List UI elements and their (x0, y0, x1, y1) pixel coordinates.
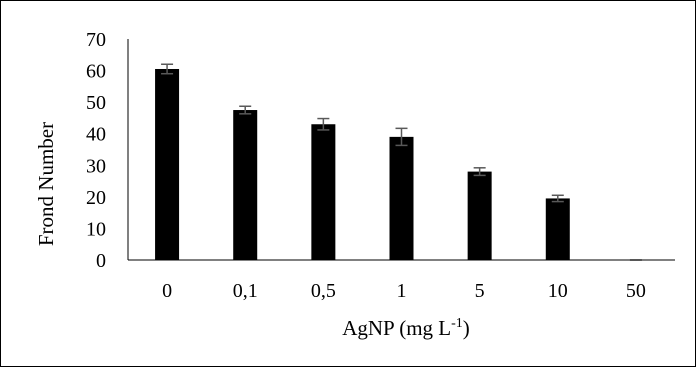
x-axis-title-suffix: ) (463, 316, 470, 340)
x-tick-label: 0 (162, 280, 172, 302)
y-tick-label: 30 (86, 155, 106, 177)
x-tick-label: 1 (397, 280, 407, 302)
y-tick-label: 10 (86, 218, 106, 240)
y-axis-title: Frond Number (34, 122, 58, 246)
bar (155, 68, 180, 260)
bar (467, 171, 492, 260)
bar (545, 198, 570, 260)
x-axis-title: AgNP (mg L-1) (342, 316, 470, 340)
y-tick-label: 40 (86, 124, 106, 146)
bar (311, 124, 336, 260)
bar (389, 136, 414, 260)
y-tick-label: 20 (86, 187, 106, 209)
y-tick-label: 50 (86, 92, 106, 114)
x-tick-label: 5 (475, 280, 485, 302)
y-tick-label: 0 (96, 250, 106, 272)
x-axis-title-superscript: -1 (451, 316, 463, 331)
bar (233, 110, 258, 261)
x-tick-label: 0,5 (311, 280, 336, 302)
y-tick-label: 70 (86, 29, 106, 51)
y-tick-label: 60 (86, 61, 106, 83)
x-axis-title-main: AgNP (mg L (342, 316, 451, 340)
x-tick-label: 50 (626, 280, 646, 302)
x-tick-label: 0,1 (233, 280, 258, 302)
bars (155, 63, 642, 261)
x-axis: 0 0,1 0,5 1 5 10 50 (128, 259, 675, 302)
x-tick-label: 10 (548, 280, 568, 302)
y-axis: 0 10 20 30 40 50 60 70 (86, 29, 129, 272)
